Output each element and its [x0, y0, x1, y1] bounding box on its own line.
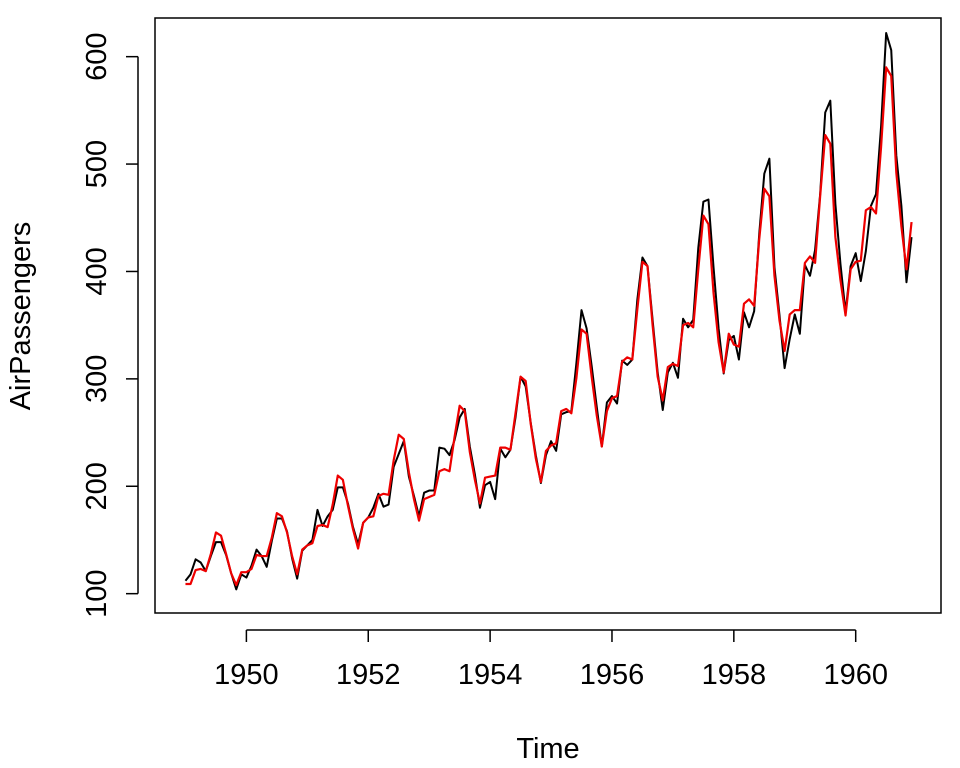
x-tick-label: 1952: [336, 659, 401, 691]
series-line-1: [184, 32, 913, 591]
y-axis-label: AirPassengers: [5, 222, 37, 411]
x-axis: 1950 1952 1954 1956 1958 1960: [214, 629, 888, 691]
y-tick-label: 500: [81, 140, 113, 188]
y-tick-label: 300: [81, 355, 113, 403]
x-tick-label: 1956: [580, 659, 645, 691]
y-tick-label: 100: [81, 569, 113, 617]
x-tick-label: 1960: [823, 659, 888, 691]
series-line-2: [185, 66, 913, 587]
x-tick-label: 1958: [702, 659, 767, 691]
x-axis-label: Time: [516, 733, 579, 765]
plot-box: [154, 17, 942, 614]
x-tick-label: 1954: [458, 659, 523, 691]
y-axis: 100 200 300 400 500 600: [81, 32, 139, 618]
y-tick-label: 400: [81, 247, 113, 295]
x-tick-label: 1950: [214, 659, 279, 691]
series-layer: [184, 32, 913, 591]
y-tick-label: 600: [81, 32, 113, 80]
y-tick-label: 200: [81, 462, 113, 510]
